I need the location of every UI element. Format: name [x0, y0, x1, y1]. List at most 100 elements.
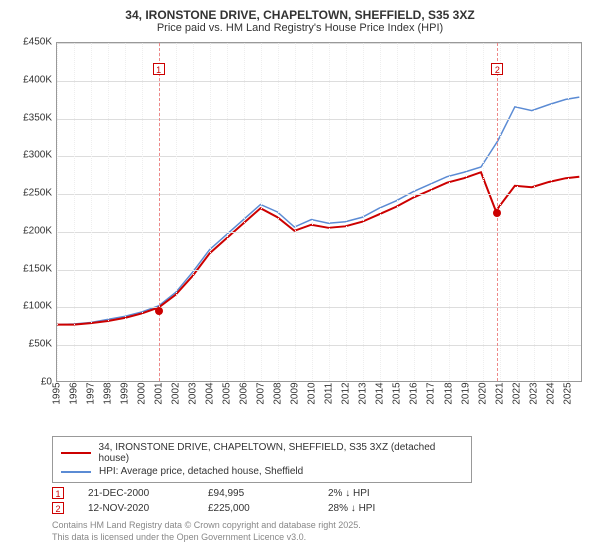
- sale-row: 1 21-DEC-2000£94,9952% ↓ HPI: [52, 487, 588, 499]
- marker-dot: [155, 307, 163, 315]
- gridline-h: [57, 156, 581, 157]
- plot-region: 1995199619971998199920002001200220032004…: [56, 42, 582, 382]
- legend: 34, IRONSTONE DRIVE, CHAPELTOWN, SHEFFIE…: [52, 436, 472, 483]
- x-tick-label: 2023: [528, 382, 539, 404]
- x-tick-label: 2021: [494, 382, 505, 404]
- gridline-v: [244, 43, 245, 381]
- y-tick-label: £400K: [12, 74, 52, 85]
- y-tick-label: £450K: [12, 37, 52, 48]
- y-tick-label: £100K: [12, 301, 52, 312]
- gridline-v: [517, 43, 518, 381]
- gridline-v: [295, 43, 296, 381]
- sale-marker: 1: [52, 487, 64, 499]
- gridline-v: [363, 43, 364, 381]
- x-tick-label: 1998: [103, 382, 114, 404]
- x-tick-label: 2003: [188, 382, 199, 404]
- x-tick-label: 2025: [562, 382, 573, 404]
- gridline-v: [414, 43, 415, 381]
- gridline-h: [57, 194, 581, 195]
- x-tick-label: 2010: [307, 382, 318, 404]
- marker-box: 2: [491, 63, 503, 75]
- x-tick-label: 2002: [171, 382, 182, 404]
- gridline-v: [380, 43, 381, 381]
- gridline-v: [466, 43, 467, 381]
- gridline-v: [91, 43, 92, 381]
- y-tick-label: £350K: [12, 112, 52, 123]
- gridline-v: [483, 43, 484, 381]
- line-canvas: [57, 43, 581, 381]
- x-tick-label: 2016: [409, 382, 420, 404]
- gridline-v: [261, 43, 262, 381]
- chart-titles: 34, IRONSTONE DRIVE, CHAPELTOWN, SHEFFIE…: [8, 8, 592, 34]
- sale-marker: 2: [52, 502, 64, 514]
- gridline-v: [210, 43, 211, 381]
- gridline-h: [57, 232, 581, 233]
- x-tick-label: 1996: [69, 382, 80, 404]
- sale-date: 21-DEC-2000: [88, 488, 208, 499]
- title-address: 34, IRONSTONE DRIVE, CHAPELTOWN, SHEFFIE…: [8, 8, 592, 22]
- x-tick-label: 2001: [154, 382, 165, 404]
- marker-box: 1: [153, 63, 165, 75]
- gridline-h: [57, 43, 581, 44]
- gridline-v: [74, 43, 75, 381]
- sale-date: 12-NOV-2020: [88, 503, 208, 514]
- legend-row-property: 34, IRONSTONE DRIVE, CHAPELTOWN, SHEFFIE…: [61, 441, 463, 465]
- gridline-v: [278, 43, 279, 381]
- gridline-h: [57, 270, 581, 271]
- x-tick-label: 2020: [477, 382, 488, 404]
- x-tick-label: 2012: [341, 382, 352, 404]
- footer-line2: This data is licensed under the Open Gov…: [52, 532, 588, 544]
- y-tick-label: £300K: [12, 150, 52, 161]
- x-tick-label: 2008: [273, 382, 284, 404]
- x-tick-label: 2017: [426, 382, 437, 404]
- gridline-h: [57, 81, 581, 82]
- x-tick-label: 2004: [205, 382, 216, 404]
- x-tick-label: 1999: [120, 382, 131, 404]
- gridline-v: [176, 43, 177, 381]
- x-tick-label: 2019: [460, 382, 471, 404]
- gridline-v: [193, 43, 194, 381]
- gridline-v: [551, 43, 552, 381]
- x-tick-label: 2018: [443, 382, 454, 404]
- y-tick-label: £200K: [12, 225, 52, 236]
- legend-row-hpi: HPI: Average price, detached house, Shef…: [61, 465, 463, 478]
- sales-list: 1 21-DEC-2000£94,9952% ↓ HPI 2 12-NOV-2020£…: [8, 487, 592, 514]
- x-tick-label: 2015: [392, 382, 403, 404]
- sale-delta: 2% ↓ HPI: [328, 488, 448, 499]
- sale-price: £225,000: [208, 503, 328, 514]
- x-tick-label: 2007: [256, 382, 267, 404]
- legend-swatch-blue: [61, 471, 91, 473]
- gridline-v: [57, 43, 58, 381]
- gridline-v: [125, 43, 126, 381]
- gridline-h: [57, 345, 581, 346]
- gridline-v: [534, 43, 535, 381]
- legend-label-hpi: HPI: Average price, detached house, Shef…: [99, 466, 303, 477]
- chart-area: £0 £50K £100K £150K £200K £250K £300K £350K £400…: [12, 38, 592, 408]
- gridline-v: [449, 43, 450, 381]
- marker-dot: [493, 209, 501, 217]
- y-tick-label: £150K: [12, 263, 52, 274]
- gridline-v: [329, 43, 330, 381]
- legend-label-property: 34, IRONSTONE DRIVE, CHAPELTOWN, SHEFFIE…: [99, 442, 463, 464]
- y-tick-label: £50K: [12, 339, 52, 350]
- x-tick-label: 2006: [239, 382, 250, 404]
- gridline-v: [568, 43, 569, 381]
- legend-swatch-red: [61, 452, 91, 454]
- sale-price: £94,995: [208, 488, 328, 499]
- gridline-v: [312, 43, 313, 381]
- gridline-v: [397, 43, 398, 381]
- y-tick-label: £250K: [12, 188, 52, 199]
- x-tick-label: 2022: [511, 382, 522, 404]
- marker-line: [159, 43, 160, 381]
- sale-row: 2 12-NOV-2020£225,00028% ↓ HPI: [52, 502, 588, 514]
- gridline-v: [142, 43, 143, 381]
- sale-delta: 28% ↓ HPI: [328, 503, 448, 514]
- gridline-v: [346, 43, 347, 381]
- x-tick-label: 1995: [52, 382, 63, 404]
- x-tick-label: 2011: [324, 383, 335, 405]
- y-tick-label: £0: [12, 377, 52, 388]
- gridline-v: [431, 43, 432, 381]
- gridline-h: [57, 307, 581, 308]
- x-tick-label: 2005: [222, 382, 233, 404]
- footer-line1: Contains HM Land Registry data © Crown c…: [52, 520, 588, 532]
